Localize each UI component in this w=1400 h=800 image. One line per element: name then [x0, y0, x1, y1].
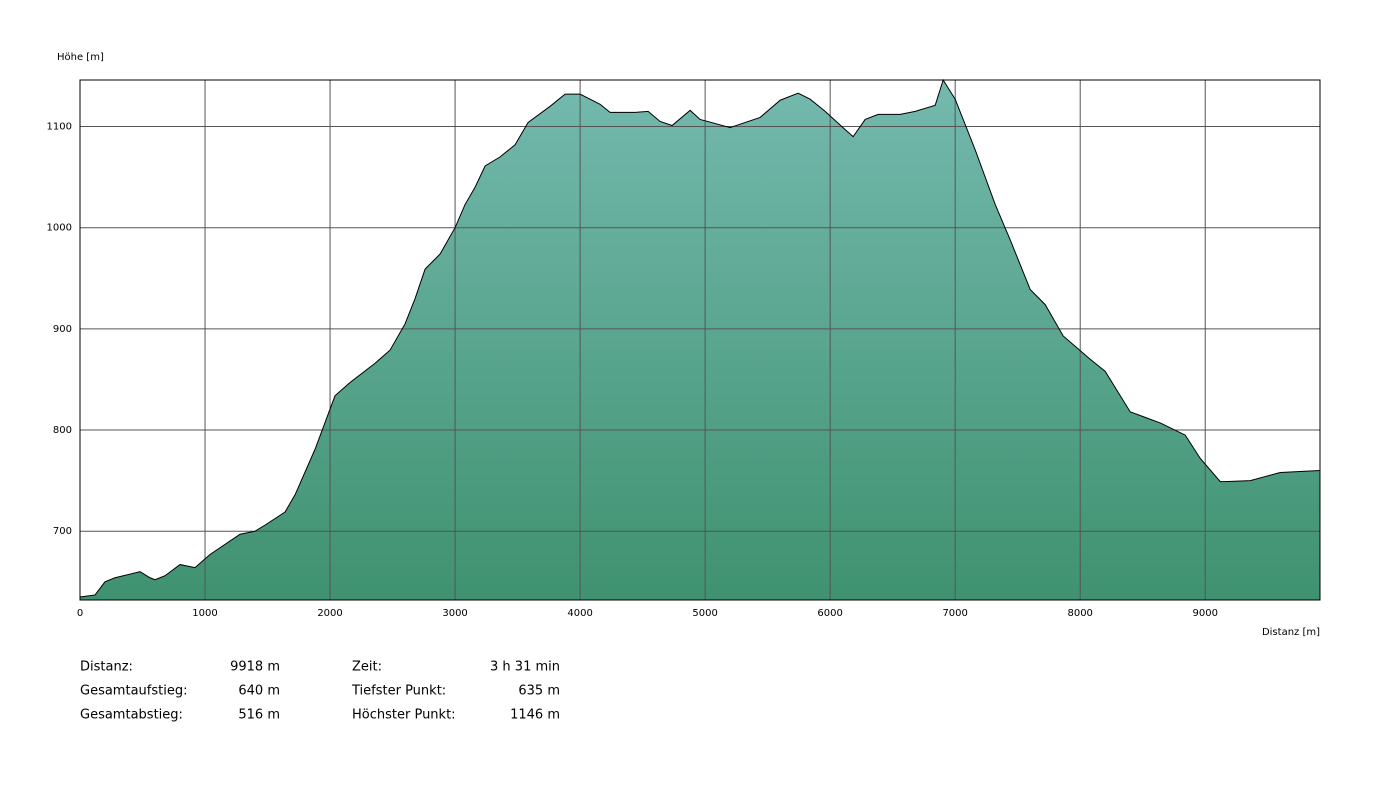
y-tick-label: 800: [53, 425, 72, 436]
x-tick-label: 0: [77, 608, 83, 619]
stat-value: 635 m: [518, 684, 560, 699]
plot-frame: [79, 79, 1321, 601]
stat-label: Gesamtaufstieg:: [80, 684, 187, 699]
stat-label: Höchster Punkt:: [352, 708, 456, 723]
y-tick-label: 900: [53, 324, 72, 335]
x-tick-label: 3000: [442, 608, 467, 619]
y-tick-label: 1100: [47, 122, 72, 133]
x-tick-label: 5000: [692, 608, 717, 619]
x-tick-label: 1000: [192, 608, 217, 619]
elevation-line: [79, 78, 1321, 598]
stat-value: 9918 m: [230, 660, 280, 675]
x-tick-label: 2000: [317, 608, 342, 619]
stat-label: Distanz:: [80, 660, 133, 675]
y-axis-label: Höhe [m]: [57, 52, 104, 63]
stat-label: Gesamtabstieg:: [80, 708, 183, 723]
stat-value: 1146 m: [510, 708, 560, 723]
stat-value: 3 h 31 min: [490, 660, 560, 675]
stat-value: 516 m: [238, 708, 280, 723]
stat-label: Zeit:: [352, 660, 382, 675]
stat-label: Tiefster Punkt:: [351, 684, 446, 699]
y-tick-label: 1000: [47, 223, 72, 234]
stat-value: 640 m: [238, 684, 280, 699]
y-tick-label: 700: [53, 526, 72, 537]
x-tick-label: 6000: [817, 608, 842, 619]
x-tick-label: 7000: [942, 608, 967, 619]
x-tick-label: 8000: [1067, 608, 1092, 619]
x-axis-label: Distanz [m]: [1262, 627, 1320, 638]
x-tick-label: 9000: [1193, 608, 1218, 619]
x-tick-label: 4000: [567, 608, 592, 619]
elevation-area: [80, 80, 1320, 600]
